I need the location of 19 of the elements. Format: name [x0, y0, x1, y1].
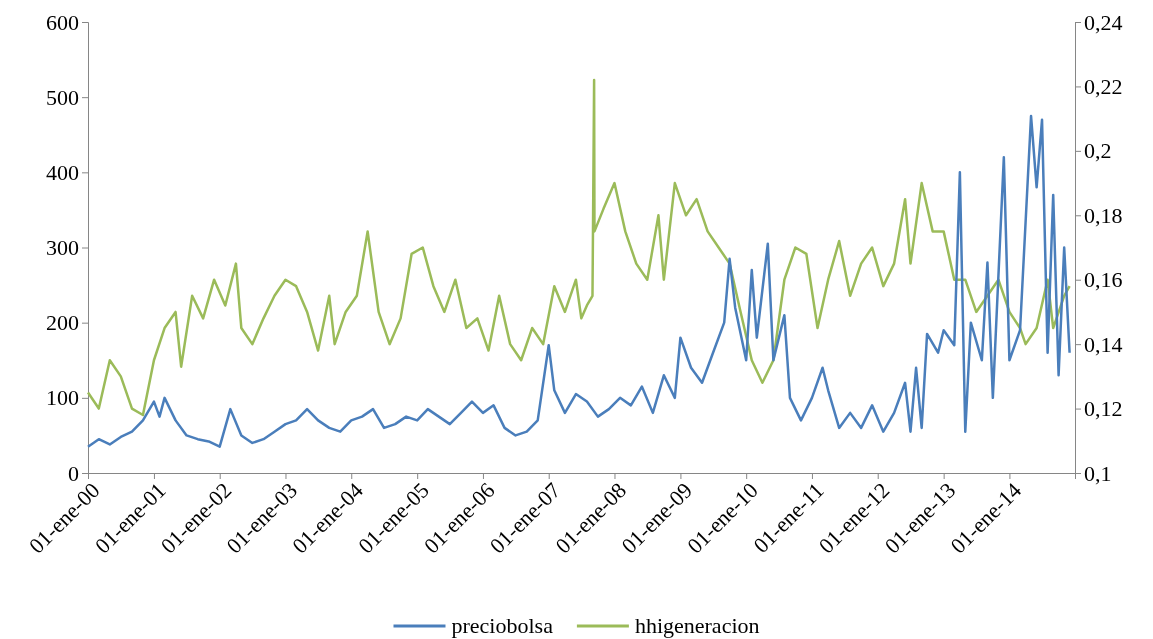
y-tick-label: 300 [46, 235, 79, 261]
y-tick-label: 500 [46, 84, 79, 110]
y2-tick-label: 0,1 [1084, 460, 1112, 486]
line-series [86, 114, 1071, 448]
y2-tick-label: 0,2 [1084, 138, 1112, 164]
y-tick-label: 0 [68, 460, 79, 486]
y-tick-label: 100 [46, 385, 79, 411]
y2-tick-label: 0,18 [1084, 202, 1123, 228]
y2-tick-label: 0,22 [1084, 73, 1123, 99]
legend-label: preciobolsa [451, 613, 554, 638]
line-series [86, 78, 1071, 417]
y2-tick-label: 0,12 [1084, 396, 1123, 422]
legend-label: hhigeneracion [634, 613, 760, 638]
y-tick-label: 200 [46, 310, 79, 336]
y2-tick-label: 0,16 [1084, 267, 1123, 293]
y-tick-label: 400 [46, 159, 79, 185]
y2-tick-label: 0,14 [1084, 331, 1123, 357]
y-tick-label: 600 [46, 9, 79, 35]
y2-tick-label: 0,24 [1084, 9, 1123, 35]
